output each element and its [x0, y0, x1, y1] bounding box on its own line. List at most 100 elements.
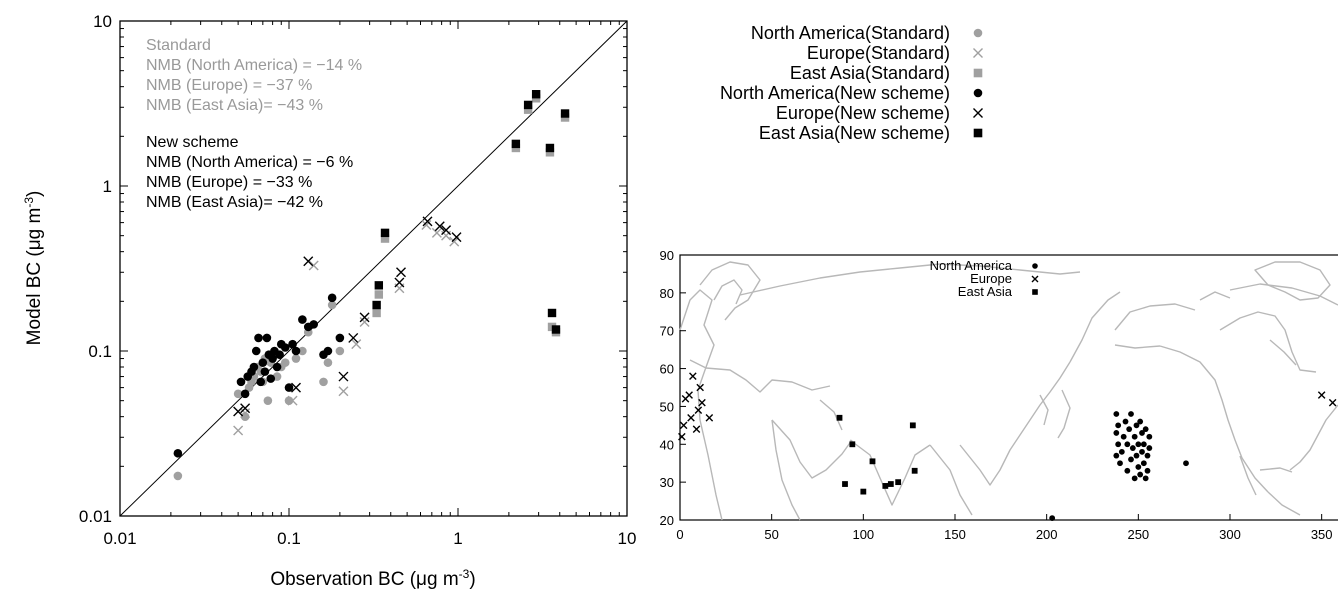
data-point — [240, 403, 251, 414]
map-site — [1113, 430, 1120, 436]
data-point — [523, 105, 533, 114]
map-site — [1118, 448, 1125, 455]
data-point — [256, 377, 265, 387]
map-site — [1142, 426, 1149, 433]
data-point — [531, 90, 541, 99]
x-tick-label: 0.01 — [103, 529, 136, 548]
data-point — [288, 339, 297, 349]
data-point — [394, 277, 405, 288]
data-point — [298, 346, 307, 356]
map-site — [836, 414, 843, 421]
map-site — [698, 398, 706, 407]
map-y-tick-label: 50 — [660, 399, 674, 414]
data-point — [240, 389, 250, 399]
legend-label: Europe(New scheme) — [776, 103, 950, 123]
x-tick-label: 10 — [618, 529, 637, 548]
map-site — [1128, 411, 1134, 417]
map-site — [842, 481, 848, 487]
annotation-standard-ea: NMB (East Asia)= −43 % — [146, 97, 323, 114]
map-site — [882, 483, 889, 489]
map-site — [685, 391, 693, 399]
data-point — [291, 354, 301, 363]
data-point — [268, 354, 277, 363]
x-axis-label: Observation BC (μg m-3) — [270, 567, 475, 590]
map-site — [849, 441, 856, 448]
series-europe-new-scheme- — [233, 216, 462, 417]
data-point — [233, 389, 243, 399]
data-point — [284, 383, 294, 392]
map-x-tick-label: 50 — [764, 527, 778, 542]
map-site — [1120, 433, 1127, 440]
map-site — [1131, 475, 1138, 482]
data-point — [280, 358, 290, 367]
data-point — [372, 300, 381, 310]
map-site — [1135, 464, 1142, 470]
y-tick-label: 0.1 — [88, 342, 112, 361]
data-point — [380, 234, 390, 243]
map-y-tick-label: 60 — [660, 362, 674, 377]
x-tick-label: 0.1 — [277, 529, 301, 548]
data-point — [275, 350, 284, 359]
data-point — [236, 377, 246, 387]
map-site — [694, 406, 703, 415]
map-legend-marker — [1032, 289, 1038, 295]
map-site — [1142, 475, 1149, 482]
legend-label: Europe(Standard) — [807, 43, 950, 63]
data-point — [351, 339, 362, 350]
map-site — [1113, 411, 1120, 417]
one-to-one-line — [119, 20, 628, 517]
data-point — [291, 382, 301, 393]
map-site — [1140, 460, 1147, 467]
map-site — [887, 481, 894, 487]
map-legend-label: Europe — [970, 271, 1012, 286]
map-y-tick-label: 70 — [660, 324, 674, 339]
map-y-tick-label: 30 — [660, 475, 674, 490]
map-site — [1122, 418, 1129, 425]
data-point — [338, 386, 349, 397]
data-point — [374, 290, 384, 299]
map-y-tick-label: 80 — [660, 286, 674, 301]
data-point — [254, 333, 263, 343]
map-x-tick-label: 150 — [944, 527, 966, 542]
map-site — [1146, 433, 1153, 440]
data-point — [348, 332, 359, 343]
y-tick-label: 0.01 — [79, 507, 112, 526]
legend-marker — [973, 28, 983, 38]
map-site — [860, 488, 867, 495]
data-point — [233, 425, 244, 436]
map-site — [909, 422, 916, 429]
map-x-tick-label: 100 — [852, 527, 874, 542]
data-point — [249, 362, 259, 372]
map-site — [1115, 422, 1122, 429]
data-point — [560, 109, 570, 118]
data-point — [451, 232, 462, 243]
data-point — [434, 221, 445, 232]
map-site — [1135, 441, 1142, 448]
y-tick-label: 10 — [93, 12, 112, 31]
map-site — [1128, 456, 1134, 463]
legend: North America(Standard)Europe(Standard)E… — [720, 23, 983, 143]
y-axis-label: Model BC (μg m-3) — [22, 191, 45, 346]
data-point — [335, 333, 345, 343]
map-site — [1113, 452, 1120, 459]
map-site — [1133, 452, 1140, 459]
data-point — [260, 367, 270, 376]
data-point — [251, 346, 261, 356]
data-point — [335, 346, 345, 356]
data-point — [523, 100, 533, 110]
map-site — [1139, 448, 1145, 455]
map-site — [1131, 433, 1138, 440]
map-legend-marker — [1032, 263, 1038, 269]
data-point — [359, 316, 370, 327]
data-point — [547, 308, 557, 318]
data-point — [291, 346, 301, 356]
data-point — [319, 377, 328, 387]
map-site — [689, 372, 697, 380]
map-site — [1124, 441, 1131, 448]
map-site — [705, 413, 714, 422]
map-site — [1137, 471, 1144, 478]
annotation-standard-eu: NMB (Europe) = −37 % — [146, 77, 312, 94]
legend-marker — [973, 68, 983, 78]
map-site — [911, 467, 918, 474]
data-point — [280, 343, 290, 352]
